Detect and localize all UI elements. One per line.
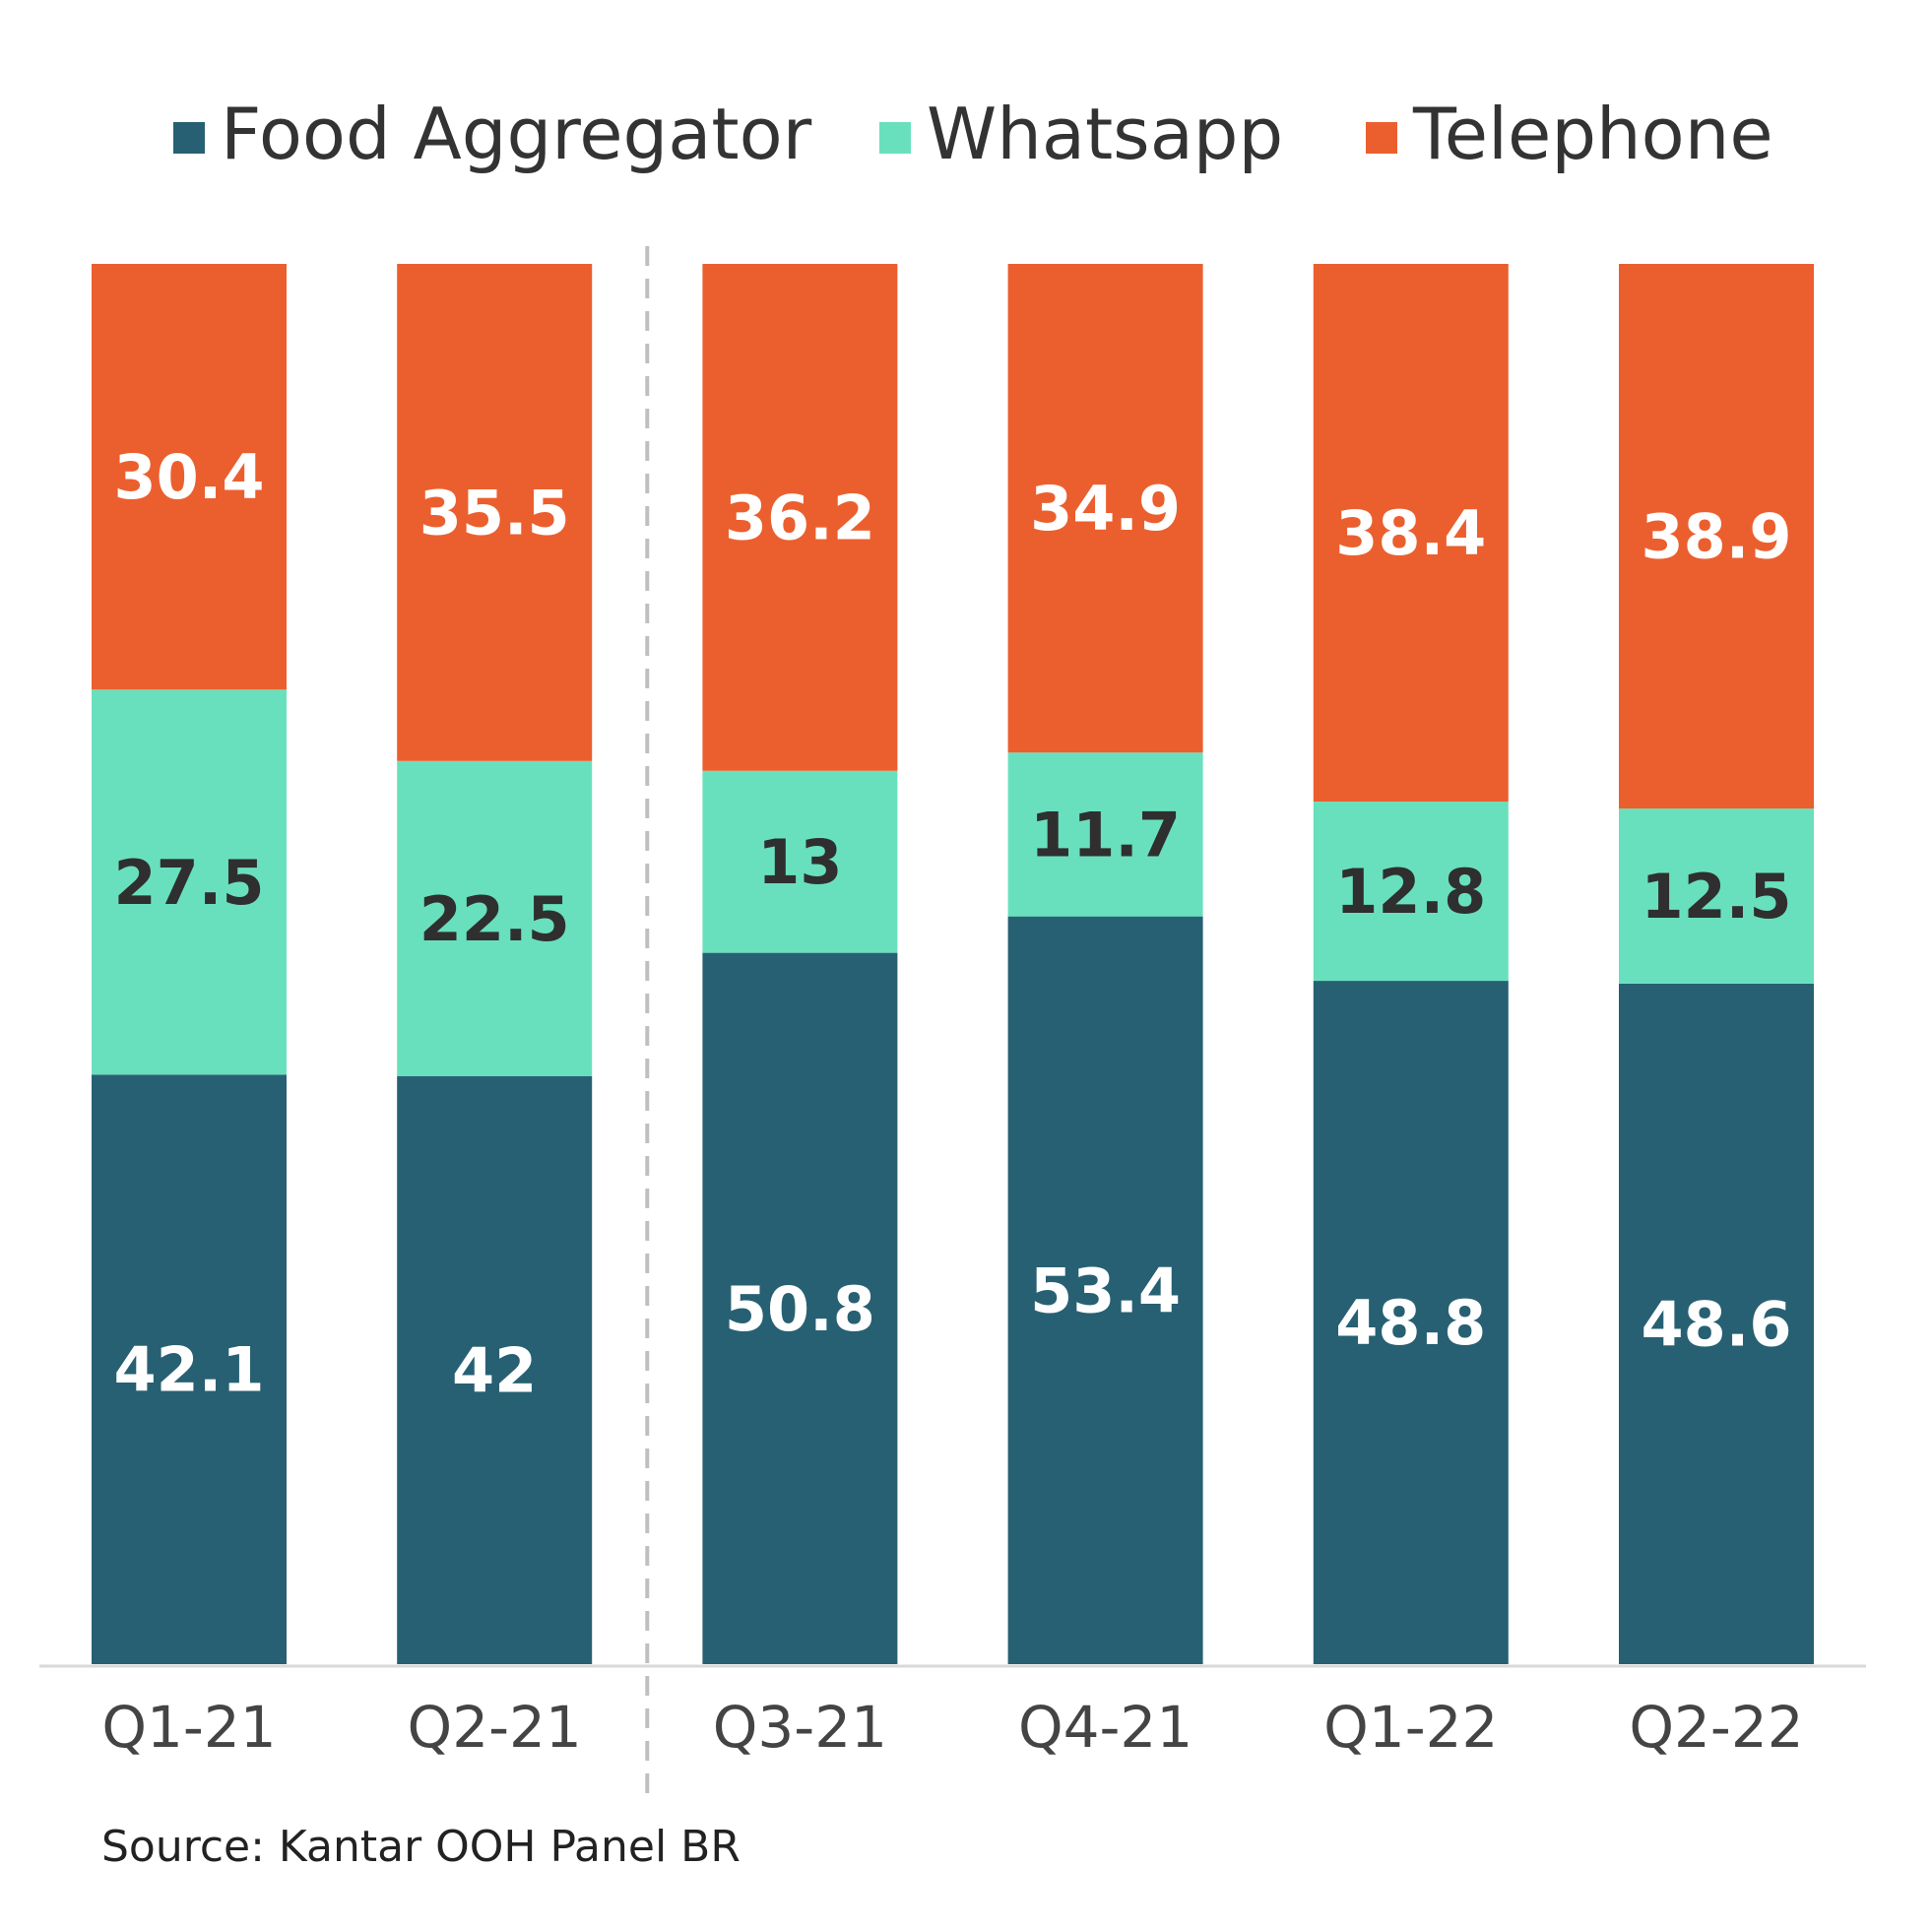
- bar-food-aggregator-q2-22: [1619, 983, 1814, 1664]
- bar-food-aggregator-q2-21: [397, 1075, 593, 1664]
- x-tick-label-q1-21: Q1-21: [101, 1694, 276, 1761]
- bar-food-aggregator-q1-21: [92, 1074, 287, 1664]
- bars-group: 42.1 27.5 30.4 42 22.5 35.5 50.8 13 36.2 53.4 11.7…: [92, 264, 1814, 1664]
- legend-swatch-telephone: [1366, 122, 1397, 154]
- data-label-whatsapp-q2-21: 22.5: [419, 883, 570, 955]
- data-label-telephone-q1-21: 30.4: [114, 441, 265, 513]
- data-label-whatsapp-q3-21: 13: [757, 826, 842, 898]
- bar-food-aggregator-q3-21: [702, 952, 898, 1664]
- source-note: Source: Kantar OOH Panel BR: [101, 1822, 741, 1872]
- bar-telephone-q3-21: [702, 264, 898, 771]
- x-tick-label-q1-22: Q1-22: [1323, 1694, 1498, 1761]
- chart-legend: Food Aggregator Whatsapp Telephone: [173, 93, 1773, 175]
- bar-whatsapp-q1-22: [1313, 802, 1509, 982]
- bar-telephone-q4-21: [1007, 264, 1203, 753]
- bar-whatsapp-q2-22: [1619, 808, 1814, 984]
- bar-whatsapp-q2-21: [397, 760, 593, 1076]
- bar-food-aggregator-q4-21: [1007, 916, 1203, 1664]
- bar-telephone-q2-22: [1619, 264, 1814, 809]
- bar-whatsapp-q1-21: [92, 689, 287, 1075]
- x-tick-label-q2-21: Q2-21: [408, 1694, 582, 1761]
- legend-swatch-food-aggregator: [173, 122, 205, 154]
- data-label-food-aggregator-q1-22: 48.8: [1335, 1287, 1486, 1359]
- x-tick-label-q3-21: Q3-21: [713, 1694, 887, 1761]
- data-label-food-aggregator-q2-22: 48.6: [1642, 1288, 1792, 1360]
- data-label-food-aggregator-q3-21: 50.8: [725, 1273, 875, 1345]
- bar-whatsapp-q4-21: [1007, 752, 1203, 917]
- data-label-food-aggregator-q1-21: 42.1: [114, 1334, 265, 1406]
- data-label-food-aggregator-q2-21: 42: [452, 1334, 537, 1406]
- bar-telephone-q1-21: [92, 264, 287, 690]
- data-label-telephone-q3-21: 36.2: [725, 482, 875, 553]
- legend-swatch-whatsapp: [879, 122, 911, 154]
- data-label-whatsapp-q1-22: 12.8: [1335, 856, 1486, 928]
- legend-label-telephone: Telephone: [1412, 93, 1773, 175]
- data-label-food-aggregator-q4-21: 53.4: [1030, 1255, 1181, 1326]
- data-label-telephone-q1-22: 38.4: [1335, 497, 1486, 569]
- x-tick-label-q2-22: Q2-22: [1629, 1694, 1803, 1761]
- x-axis-ticks: Q1-21 Q2-21 Q3-21 Q4-21 Q1-22 Q2-22: [101, 1694, 1803, 1761]
- legend-label-whatsapp: Whatsapp: [927, 93, 1283, 175]
- x-tick-label-q4-21: Q4-21: [1018, 1694, 1192, 1761]
- bar-whatsapp-q3-21: [702, 770, 898, 953]
- bar-telephone-q1-22: [1313, 264, 1509, 803]
- bar-food-aggregator-q1-22: [1313, 981, 1509, 1664]
- data-label-whatsapp-q1-21: 27.5: [114, 847, 265, 919]
- data-label-whatsapp-q4-21: 11.7: [1030, 799, 1181, 870]
- data-label-telephone-q2-21: 35.5: [419, 477, 570, 548]
- bar-telephone-q2-21: [397, 264, 593, 761]
- legend-label-food-aggregator: Food Aggregator: [221, 93, 812, 175]
- data-label-telephone-q2-22: 38.9: [1642, 501, 1792, 573]
- data-label-whatsapp-q2-22: 12.5: [1642, 861, 1792, 933]
- data-label-telephone-q4-21: 34.9: [1030, 473, 1181, 545]
